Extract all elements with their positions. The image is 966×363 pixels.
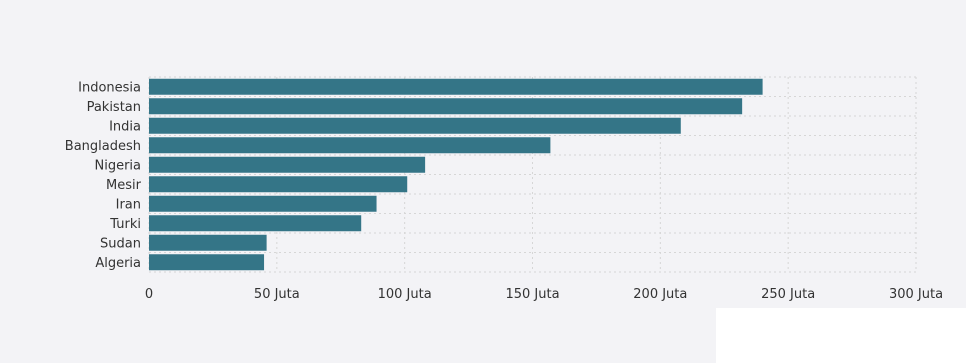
- x-tick-label: 50 Juta: [254, 287, 300, 302]
- x-tick-label: 300 Juta: [889, 287, 943, 302]
- bar: [149, 137, 551, 154]
- category-labels: Indonesia Pakistan India Bangladesh Nigeria M…: [65, 80, 142, 271]
- bar: [149, 156, 426, 173]
- category-label: Pakistan: [87, 100, 141, 115]
- x-tick-label: 150 Juta: [505, 287, 559, 302]
- x-tick-label: 0: [145, 287, 153, 302]
- category-label: Sudan: [100, 236, 141, 251]
- x-tick-label: 100 Juta: [378, 287, 432, 302]
- bar: [149, 195, 377, 212]
- bar: [149, 117, 681, 134]
- bar: [149, 254, 265, 271]
- x-tick-label: 200 Juta: [633, 287, 687, 302]
- category-label: Indonesia: [78, 80, 141, 95]
- background-panel: [716, 308, 966, 363]
- category-label: Algeria: [95, 256, 141, 271]
- category-label: Turki: [109, 217, 141, 232]
- bar: [149, 215, 362, 232]
- category-label: Nigeria: [94, 158, 141, 173]
- category-label: Bangladesh: [65, 139, 141, 154]
- bar: [149, 98, 743, 115]
- x-axis-tick-labels: 0 50 Juta 100 Juta 150 Juta 200 Juta 250 Juta…: [145, 287, 943, 302]
- bars: [149, 78, 763, 271]
- category-label: Mesir: [106, 178, 142, 193]
- x-tick-label: 250 Juta: [761, 287, 815, 302]
- category-label: Iran: [116, 197, 141, 212]
- bar: [149, 176, 408, 193]
- bar: [149, 234, 267, 251]
- category-label: India: [109, 119, 141, 134]
- bar: [149, 78, 763, 95]
